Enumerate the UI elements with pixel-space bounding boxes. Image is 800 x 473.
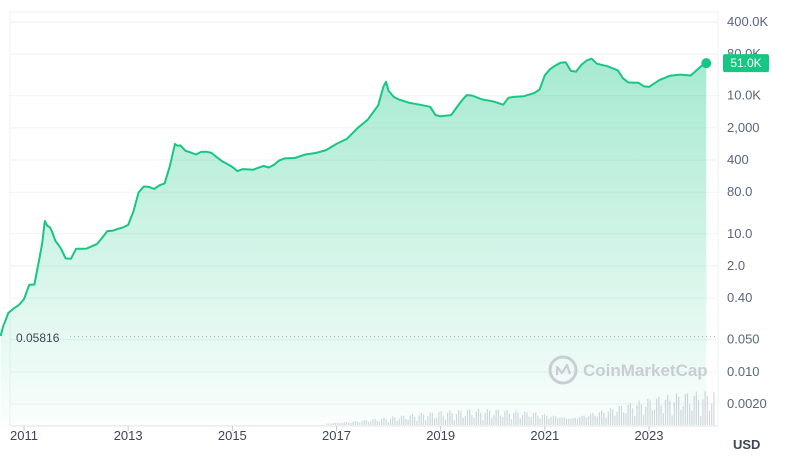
y-tick-label: 2.0 bbox=[727, 258, 745, 273]
x-tick-label: 2017 bbox=[322, 428, 351, 443]
y-tick-label: 0.010 bbox=[727, 364, 760, 379]
last-price-badge-text: 51.0K bbox=[730, 56, 761, 70]
volume-bar bbox=[711, 403, 713, 425]
volume-bar bbox=[713, 392, 715, 425]
y-tick-label: 0.40 bbox=[727, 290, 752, 305]
x-axis-ticks: 2011 2013 2015 2017 2019 2021 2023 bbox=[10, 426, 663, 443]
y-tick-label: 0.0020 bbox=[727, 396, 767, 411]
last-price-dot bbox=[701, 58, 712, 69]
x-tick-label: 2013 bbox=[114, 428, 143, 443]
y-tick-label: 2,000 bbox=[727, 120, 760, 135]
y-tick-label: 80.0 bbox=[727, 184, 752, 199]
price-line bbox=[0, 57, 707, 337]
y-tick-label: 400 bbox=[727, 152, 749, 167]
x-tick-label: 2015 bbox=[218, 428, 247, 443]
x-tick-label: 2011 bbox=[10, 428, 38, 443]
price-area-fill bbox=[0, 58, 707, 426]
coinmarketcap-logo-icon bbox=[548, 355, 578, 385]
watermark-text: CoinMarketCap bbox=[583, 361, 708, 380]
y-tick-label: 0.050 bbox=[727, 332, 760, 347]
last-price-badge-bg bbox=[723, 54, 769, 73]
y-tick-label: 10.0 bbox=[727, 226, 752, 241]
first-price-label: 0.05816 bbox=[16, 331, 60, 345]
volume-bar bbox=[706, 395, 708, 425]
watermark: CoinMarketCap bbox=[548, 355, 708, 385]
x-tick-label: 2019 bbox=[426, 428, 455, 443]
y-tick-label: 10.0K bbox=[727, 88, 761, 103]
y-tick-label: 400.0K bbox=[727, 14, 769, 29]
y-axis-ticks: 400.0K80.0K10.0K2,00040080.010.02.00.400… bbox=[727, 14, 769, 411]
x-tick-label: 2021 bbox=[530, 428, 559, 443]
last-price-badge: 51.0K bbox=[701, 54, 769, 73]
volume-bar bbox=[708, 410, 711, 425]
x-tick-label: 2023 bbox=[635, 428, 664, 443]
currency-label: USD bbox=[733, 437, 760, 452]
